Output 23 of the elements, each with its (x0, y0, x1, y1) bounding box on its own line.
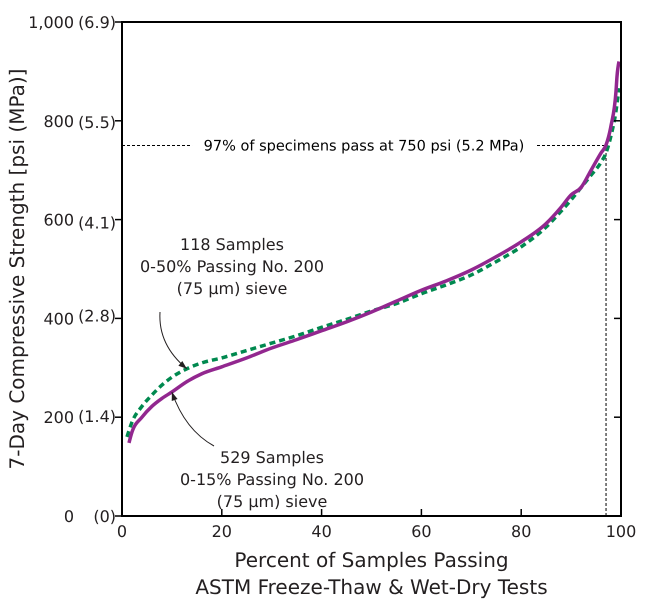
y2-tick-label: (1.4) (78, 406, 116, 426)
y-tick-label: 0 (64, 507, 74, 526)
x-axis-title: Percent of Samples Passing ASTM Freeze-Thaw & Wet-Dry Tests (195, 548, 548, 599)
x-tick-label: 40 (311, 522, 332, 541)
ref-line-label: 97% of specimens pass at 750 psi (5.2 MPa) (204, 138, 524, 154)
x-tick-label: 0 (116, 522, 128, 541)
y2-tick-label: (2.8) (78, 306, 116, 326)
x-tick-label: 20 (212, 522, 232, 541)
y-tick-label: 600 (43, 210, 74, 230)
y2-tick-label: (4.1) (78, 213, 116, 232)
y2-tick-label: (6.9) (78, 13, 116, 32)
y-tick-label: 800 (43, 112, 74, 131)
y-tick-label: 1,000 (28, 13, 74, 32)
y2-tick-label: (0) (93, 507, 116, 526)
annotation: 118 Samples 0-50% Passing No. 200 (75 µm) sieve (140, 235, 324, 298)
x-tick-label: 60 (411, 522, 432, 541)
x-tick-label: 80 (511, 522, 532, 541)
annotation: 529 Samples 0-15% Passing No. 200 (75 µm) sieve (180, 448, 364, 511)
y2-tick-label: (5.5) (78, 113, 116, 132)
x-tick-label: 100 (606, 522, 636, 541)
y-tick-label: 400 (43, 309, 74, 328)
y-axis-title: 7-Day Compressive Strength [psi (MPa)] (5, 68, 29, 470)
y-tick-label: 200 (43, 408, 74, 428)
